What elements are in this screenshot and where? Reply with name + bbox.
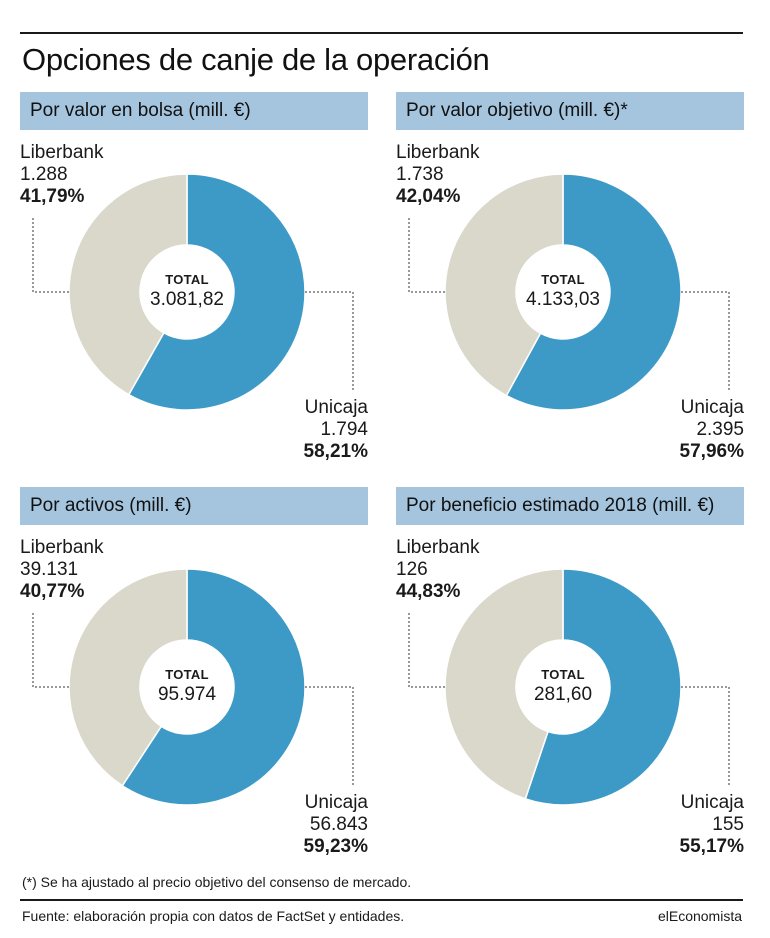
top-rule — [20, 32, 743, 34]
leader-line-liberbank — [32, 217, 69, 293]
liberbank-name: Liberbank — [20, 537, 104, 558]
unicaja-label: Unicaja 1.794 58,21% — [304, 397, 368, 463]
panel-title: Por beneficio estimado 2018 (mill. €) — [396, 487, 744, 525]
total-value: 95.974 — [157, 684, 217, 705]
donut-chart — [408, 173, 730, 411]
unicaja-name: Unicaja — [304, 397, 368, 418]
total-center: TOTAL 3.081,82 — [132, 272, 242, 311]
total-center: TOTAL 4.133,03 — [508, 272, 618, 311]
unicaja-label: Unicaja 56.843 59,23% — [304, 792, 368, 858]
liberbank-value: 1.738 — [396, 164, 444, 185]
liberbank-label: Liberbank 1.288 41,79% — [20, 142, 103, 208]
donut-chart — [408, 568, 730, 806]
leader-line-liberbank — [408, 217, 445, 293]
source-note: Fuente: elaboración propia con datos de … — [22, 908, 405, 924]
liberbank-percent: 42,04% — [396, 186, 461, 207]
chart-panel-activos: Por activos (mill. €) Liberbank 39.131 4… — [20, 487, 368, 872]
total-label: TOTAL — [165, 667, 209, 682]
unicaja-value: 2.395 — [696, 419, 744, 440]
unicaja-percent: 57,96% — [679, 441, 744, 462]
liberbank-label: Liberbank 39.131 40,77% — [20, 537, 103, 603]
slice-unicaja — [121, 568, 306, 806]
leader-line-unicaja — [305, 291, 354, 392]
unicaja-name: Unicaja — [680, 792, 744, 813]
slice-liberbank — [444, 568, 564, 800]
unicaja-value: 155 — [712, 814, 744, 835]
liberbank-percent: 41,79% — [20, 186, 85, 207]
liberbank-name: Liberbank — [20, 142, 104, 163]
total-value: 4.133,03 — [526, 289, 600, 310]
unicaja-value: 1.794 — [320, 419, 368, 440]
slice-liberbank — [444, 173, 564, 397]
liberbank-percent: 40,77% — [20, 581, 85, 602]
chart-panel-valor-bolsa: Por valor en bolsa (mill. €) Liberbank 1… — [20, 92, 368, 477]
total-label: TOTAL — [541, 272, 585, 287]
unicaja-name: Unicaja — [304, 792, 368, 813]
liberbank-label: Liberbank 126 44,83% — [396, 537, 479, 603]
liberbank-percent: 44,83% — [396, 581, 461, 602]
total-label: TOTAL — [541, 667, 585, 682]
panel-title: Por activos (mill. €) — [20, 487, 368, 525]
liberbank-value: 126 — [396, 559, 428, 580]
liberbank-label: Liberbank 1.738 42,04% — [396, 142, 479, 208]
bottom-rule — [20, 899, 743, 901]
page-title: Opciones de canje de la operación — [22, 42, 490, 77]
footnote: (*) Se ha ajustado al precio objetivo de… — [22, 874, 412, 890]
slice-liberbank — [68, 173, 188, 396]
panel-title: Por valor objetivo (mill. €)* — [396, 92, 744, 130]
leader-line-liberbank — [408, 612, 445, 688]
brand-logo: elEconomista — [657, 908, 742, 924]
leader-line-liberbank — [32, 612, 69, 688]
donut-chart — [32, 173, 354, 411]
liberbank-name: Liberbank — [396, 537, 480, 558]
unicaja-percent: 55,17% — [679, 836, 744, 857]
panel-title: Por valor en bolsa (mill. €) — [20, 92, 368, 130]
slice-unicaja — [127, 173, 306, 411]
leader-line-unicaja — [681, 686, 730, 787]
unicaja-percent: 58,21% — [303, 441, 368, 462]
total-label: TOTAL — [165, 272, 209, 287]
unicaja-label: Unicaja 155 55,17% — [680, 792, 744, 858]
unicaja-value: 56.843 — [309, 814, 368, 835]
liberbank-value: 1.288 — [20, 164, 68, 185]
leader-line-unicaja — [681, 291, 730, 392]
liberbank-name: Liberbank — [396, 142, 480, 163]
chart-panel-beneficio: Por beneficio estimado 2018 (mill. €) Li… — [396, 487, 744, 872]
donut-chart — [32, 568, 354, 806]
total-center: TOTAL 281,60 — [508, 667, 618, 706]
liberbank-value: 39.131 — [20, 559, 79, 580]
chart-panel-valor-objetivo: Por valor objetivo (mill. €)* Liberbank … — [396, 92, 744, 477]
slice-unicaja — [524, 568, 682, 806]
unicaja-label: Unicaja 2.395 57,96% — [680, 397, 744, 463]
total-value: 281,60 — [533, 684, 593, 705]
total-center: TOTAL 95.974 — [132, 667, 242, 706]
slice-liberbank — [68, 568, 188, 787]
total-value: 3.081,82 — [150, 289, 224, 310]
unicaja-name: Unicaja — [680, 397, 744, 418]
leader-line-unicaja — [305, 686, 354, 787]
unicaja-percent: 59,23% — [303, 836, 368, 857]
slice-unicaja — [505, 173, 682, 411]
